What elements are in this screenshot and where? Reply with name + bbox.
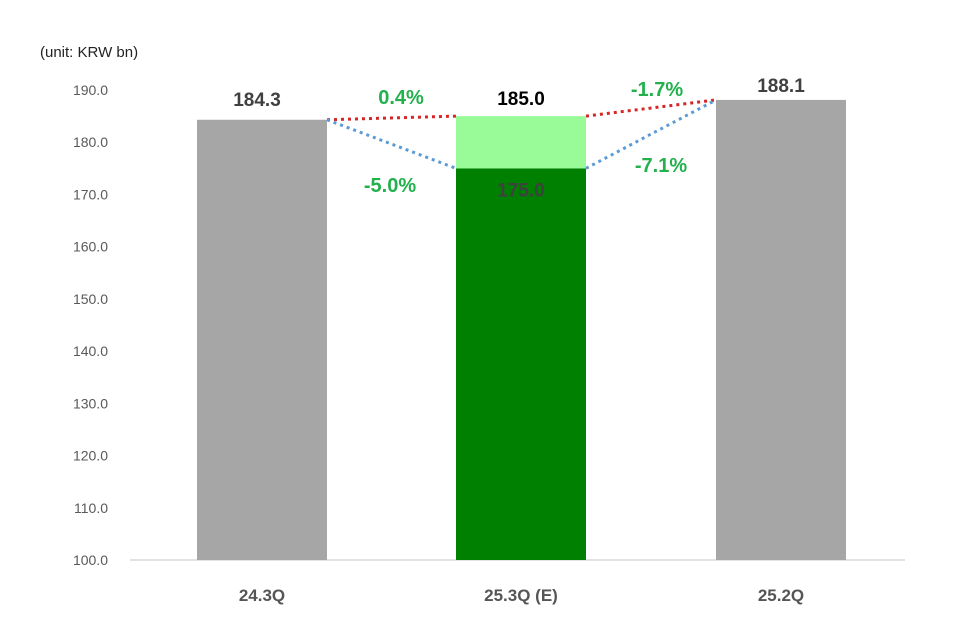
- y-tick-label: 120.0: [73, 448, 108, 464]
- bar-high-value-label: 185.0: [497, 89, 545, 110]
- y-tick-label: 170.0: [73, 186, 108, 202]
- change-label-yoy-high: 0.4%: [378, 87, 424, 109]
- bar-low-value-label: 175.0: [497, 180, 545, 201]
- connector-qoq-high: [585, 98, 717, 118]
- bar-25-3q-range: [456, 116, 586, 169]
- change-label-qoq-low: -7.1%: [635, 155, 687, 177]
- bar-24-3q: [197, 119, 327, 561]
- y-tick-label: 190.0: [73, 82, 108, 98]
- connector-yoy-low: [326, 118, 457, 170]
- bar-value-label: 184.3: [233, 90, 281, 111]
- y-tick-label: 110.0: [74, 500, 108, 516]
- y-tick-label: 100.0: [73, 552, 108, 568]
- y-tick-label: 140.0: [73, 343, 108, 359]
- bar-value-label: 188.1: [757, 76, 805, 97]
- y-tick-label: 160.0: [73, 239, 108, 255]
- x-tick-label: 25.2Q: [758, 586, 804, 605]
- connector-yoy-high: [326, 114, 457, 122]
- x-tick-label: 25.3Q (E): [484, 586, 558, 605]
- y-tick-label: 130.0: [73, 395, 108, 411]
- bar-25-3q-low: [456, 168, 586, 561]
- y-tick-label: 150.0: [73, 291, 108, 307]
- change-label-yoy-low: -5.0%: [364, 175, 416, 197]
- change-label-qoq-high: -1.7%: [631, 79, 683, 101]
- bar-25-2q: [716, 99, 846, 560]
- y-tick-label: 180.0: [73, 134, 108, 150]
- unit-label: (unit: KRW bn): [40, 44, 139, 61]
- x-tick-label: 24.3Q: [239, 586, 285, 605]
